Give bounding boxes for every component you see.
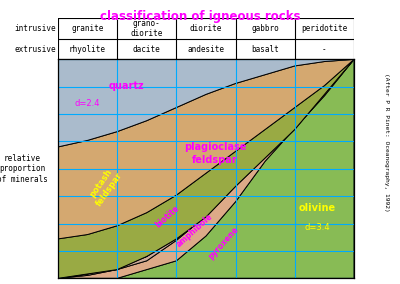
Text: basalt: basalt <box>251 45 279 54</box>
Text: dacite: dacite <box>133 45 161 54</box>
Text: d=2.4: d=2.4 <box>75 99 100 108</box>
Text: grano-
diorite: grano- diorite <box>131 19 163 38</box>
Polygon shape <box>58 59 354 147</box>
Text: andesite: andesite <box>188 45 224 54</box>
Text: d=3.4: d=3.4 <box>304 224 330 233</box>
Text: diorite: diorite <box>190 24 222 33</box>
Text: peridotite: peridotite <box>301 24 348 33</box>
Polygon shape <box>58 59 354 239</box>
Text: granite: granite <box>72 24 104 33</box>
Polygon shape <box>58 59 354 278</box>
Text: -: - <box>322 45 327 54</box>
Text: gabbro: gabbro <box>251 24 279 33</box>
Text: quartz: quartz <box>108 81 144 91</box>
Text: pyroxene: pyroxene <box>207 225 241 261</box>
Polygon shape <box>58 59 354 278</box>
Text: (After P R Pinet: Oceanography, 1992): (After P R Pinet: Oceanography, 1992) <box>384 73 388 211</box>
Text: potash
feldspar: potash feldspar <box>86 165 124 208</box>
Polygon shape <box>58 59 354 278</box>
Text: amphibole: amphibole <box>174 212 214 249</box>
Text: extrusive: extrusive <box>14 45 56 54</box>
Text: relative
proportion
of minerals: relative proportion of minerals <box>0 154 48 184</box>
Text: olivine: olivine <box>298 203 336 213</box>
Text: rhyolite: rhyolite <box>69 45 106 54</box>
Polygon shape <box>58 59 354 278</box>
Polygon shape <box>58 59 354 278</box>
Text: classification of igneous rocks: classification of igneous rocks <box>100 10 300 23</box>
Text: plagioclase
feldspar: plagioclase feldspar <box>184 142 246 165</box>
Text: biotite: biotite <box>154 204 181 230</box>
Text: intrusive: intrusive <box>14 24 56 33</box>
